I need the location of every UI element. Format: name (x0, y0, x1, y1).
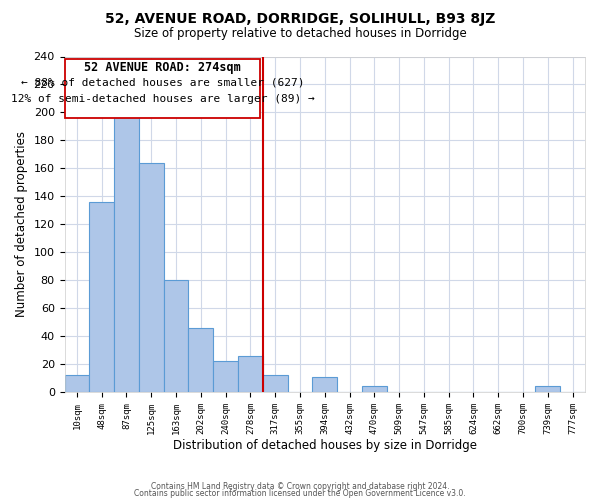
Text: Size of property relative to detached houses in Dorridge: Size of property relative to detached ho… (134, 28, 466, 40)
Text: ← 88% of detached houses are smaller (627): ← 88% of detached houses are smaller (62… (20, 78, 304, 88)
X-axis label: Distribution of detached houses by size in Dorridge: Distribution of detached houses by size … (173, 440, 477, 452)
Bar (535, 386, 560, 392)
Text: 52, AVENUE ROAD, DORRIDGE, SOLIHULL, B93 8JZ: 52, AVENUE ROAD, DORRIDGE, SOLIHULL, B93… (105, 12, 495, 26)
Bar (263, 375, 287, 392)
Y-axis label: Number of detached properties: Number of detached properties (15, 131, 28, 317)
Bar (213, 361, 238, 392)
Bar (188, 328, 213, 392)
Bar (139, 162, 164, 392)
Bar (362, 386, 387, 392)
Bar (313, 376, 337, 392)
Bar (114, 116, 139, 392)
Bar (164, 280, 188, 392)
Text: 12% of semi-detached houses are larger (89) →: 12% of semi-detached houses are larger (… (11, 94, 314, 104)
Text: Contains HM Land Registry data © Crown copyright and database right 2024.: Contains HM Land Registry data © Crown c… (151, 482, 449, 491)
FancyBboxPatch shape (65, 60, 260, 118)
Text: Contains public sector information licensed under the Open Government Licence v3: Contains public sector information licen… (134, 490, 466, 498)
Bar (238, 356, 263, 392)
Text: 52 AVENUE ROAD: 274sqm: 52 AVENUE ROAD: 274sqm (84, 60, 241, 74)
Bar (89, 202, 114, 392)
Bar (65, 375, 89, 392)
